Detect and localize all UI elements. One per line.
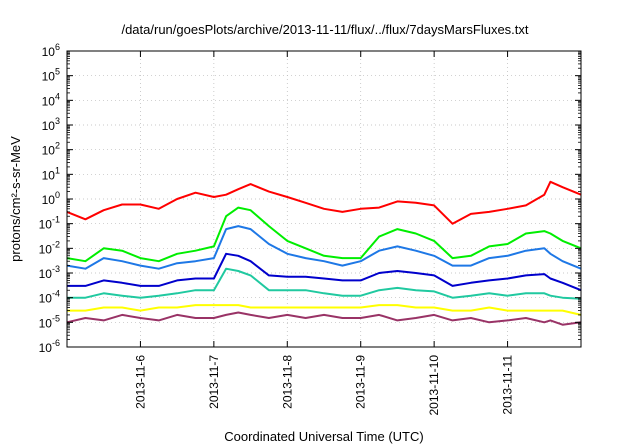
x-tick-label: 2013-11-6: [133, 355, 147, 409]
x-tick-label: 2013-11-8: [280, 355, 294, 409]
y-tick-label: 10-2: [39, 239, 60, 256]
x-tick-label: 2013-11-11: [501, 355, 515, 415]
y-tick-label: 101: [42, 165, 60, 182]
series-line-6: [67, 304, 582, 316]
y-tick-label: 105: [42, 67, 60, 84]
y-tick-label: 106: [42, 42, 60, 59]
series-line-1: [66, 180, 582, 225]
y-axis-label: protons/cm²-s-sr-MeV: [8, 136, 23, 262]
series-line-5: [67, 267, 582, 300]
x-axis-label: Coordinated Universal Time (UTC): [224, 429, 423, 444]
y-tick-label: 103: [42, 116, 60, 133]
data-series: [66, 180, 582, 326]
grid-lines: [67, 51, 581, 347]
x-tick-label: 2013-11-10: [427, 355, 441, 416]
series-line-2: [66, 206, 582, 263]
x-tick-label: 2013-11-7: [207, 355, 221, 409]
y-tick-label: 10-5: [39, 313, 60, 330]
y-tick-label: 10-6: [39, 338, 60, 355]
series-line-7: [66, 311, 582, 326]
series-line-4: [67, 252, 582, 292]
y-tick-label: 100: [42, 190, 60, 207]
x-ticks: 2013-11-6 2013-11-7 2013-11-8 2013-11-9 2013…: [133, 51, 515, 416]
y-tick-label: 10-1: [39, 215, 60, 232]
x-tick-label: 2013-11-9: [354, 355, 368, 409]
series-line-3: [66, 225, 582, 270]
y-tick-label: 104: [42, 91, 60, 108]
y-tick-label: 102: [42, 141, 60, 158]
y-tick-label: 10-4: [39, 289, 60, 306]
y-tick-label: 10-3: [39, 264, 60, 281]
chart-title: /data/run/goesPlots/archive/2013-11-11/f…: [121, 22, 528, 37]
y-ticks: 10-6 10-5 10-4 10-3 10-2 10-1 100 101 102 103 104 1…: [39, 42, 581, 355]
